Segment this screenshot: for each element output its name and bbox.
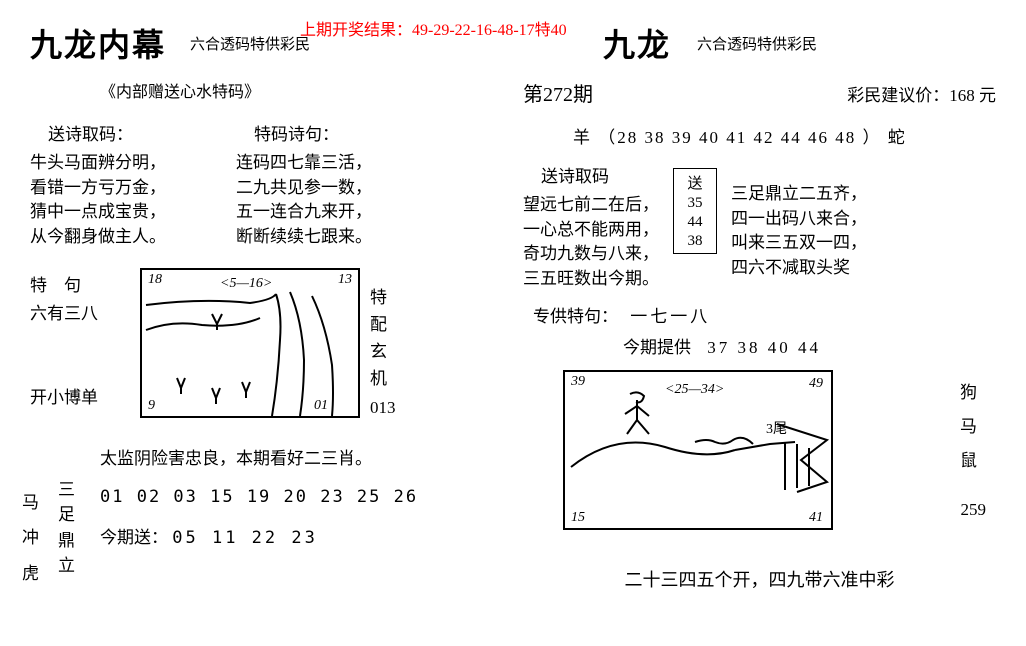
right-poem2: 三足鼎立二五齐， 四一出码八来合， 叫来三五双一四， 四六不减取头奖: [731, 182, 867, 281]
left-title: 九龙内幕: [30, 20, 166, 66]
zodiac-left: 羊: [573, 128, 592, 147]
right-poem-head: 送诗取码: [541, 162, 659, 187]
right-panel: 九龙 六合透码特供彩民 第272期 彩民建议价：168 元 羊 （28 38 3…: [513, 0, 1026, 646]
box-v2: 38: [674, 232, 716, 251]
rk-tl: 39: [571, 374, 585, 390]
code013: 013: [370, 394, 396, 423]
box-v1: 44: [674, 213, 716, 232]
issue-number: 第272期: [523, 78, 593, 107]
left-poems: 送诗取码： 牛头马面辨分明， 看错一方亏万金， 猜中一点成宝贵， 从今翻身做主人…: [30, 120, 503, 250]
code259: 259: [961, 496, 987, 525]
rk-mid: <25—34>: [665, 382, 724, 398]
provide-nums: 37 38 40 44: [707, 338, 821, 357]
sk-tr: 13: [338, 272, 352, 288]
num-box: 送 35 44 38: [673, 168, 717, 254]
rk-bl: 15: [571, 510, 585, 526]
price-text: 彩民建议价：168 元: [847, 81, 996, 106]
right-poem: 望远七前二在后， 一心总不能两用， 奇功九数与八来， 三五旺数出今期。: [523, 193, 659, 292]
poem-a: 牛头马面辨分明， 看错一方亏万金， 猜中一点成宝贵， 从今翻身做主人。: [30, 151, 166, 250]
left-subtitle: 六合透码特供彩民: [190, 33, 310, 54]
right-subtitle: 六合透码特供彩民: [697, 33, 817, 54]
right-vert: 狗 马 鼠: [960, 376, 976, 478]
sk-mid: <5—16>: [220, 276, 272, 292]
poem-a-head: 送诗取码：: [48, 120, 166, 145]
left-subtitle2: 《内部赠送心水特码》: [100, 78, 503, 102]
side-label-2: 开小博单: [30, 384, 98, 413]
side-label-1: 特 句 六有三八: [30, 272, 98, 330]
rk-tr: 49: [809, 376, 823, 392]
caiyu-line: 太监阴险害忠良，本期看好二三肖。: [100, 444, 503, 469]
rk-tail: 3尾: [766, 418, 787, 438]
provide-label: 今期提供: [623, 338, 691, 357]
left-sketch: 18 13 9 01 <5—16>: [140, 268, 360, 418]
vertical-sanzu: 三足鼎立: [58, 477, 74, 579]
poem-b: 连码四七靠三活， 二九共见参一数， 五一连合九来开， 断断续续七跟来。: [236, 151, 372, 250]
nums-line-1: 01 02 03 15 19 20 23 25 26: [100, 487, 418, 507]
poem-b-head: 特码诗句：: [254, 120, 372, 145]
left-panel: 九龙内幕 六合透码特供彩民 《内部赠送心水特码》 送诗取码： 牛头马面辨分明， …: [0, 0, 513, 646]
sk-tl: 18: [148, 272, 162, 288]
left-sketch-svg: [142, 270, 362, 420]
right-title: 九龙: [603, 20, 671, 66]
box-head: 送: [674, 171, 716, 194]
vertical-machu: 马 冲 虎: [22, 485, 38, 592]
nums-line-2: 05 11 22 23: [172, 528, 318, 548]
right-bottom-line: 二十三四五个开，四九带六准中彩: [523, 566, 996, 592]
send-label: 今期送：: [100, 528, 168, 547]
side-label-3: 特配玄机: [370, 284, 388, 393]
special-val: 一七一八: [630, 307, 710, 326]
right-sketch: 39 49 15 41 <25—34> 3尾: [563, 370, 833, 530]
sk-bl: 9: [148, 398, 155, 414]
zodiac-nums: （28 38 39 40 41 42 44 46 48 ）: [598, 128, 881, 147]
special-label: 专供特句：: [533, 307, 618, 326]
zodiac-right: 蛇: [888, 128, 907, 147]
box-v0: 35: [674, 194, 716, 213]
rk-br: 41: [809, 510, 823, 526]
sk-br: 01: [314, 398, 328, 414]
